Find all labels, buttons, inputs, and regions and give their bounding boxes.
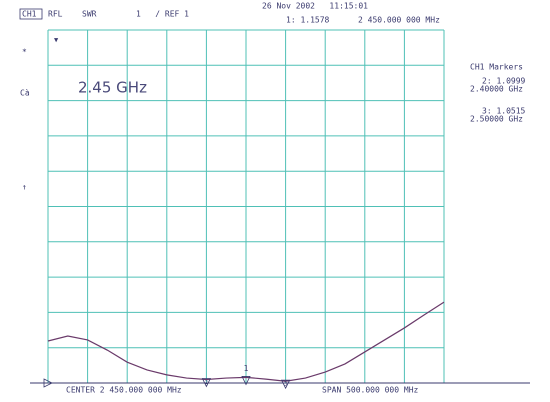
timestamp: 26 Nov 2002 11:15:01 <box>262 2 368 11</box>
channel-box <box>19 8 43 20</box>
span: SPAN 500.000 000 MHz <box>322 386 419 395</box>
active-marker: 1: 1.1578 <box>286 16 330 25</box>
marker-freq: 2.50000 GHz <box>470 115 523 124</box>
side-label: Cà <box>20 89 30 98</box>
active-marker-freq: 2 450.000 000 MHz <box>358 16 440 25</box>
marker <box>201 378 212 388</box>
ref-marker <box>43 378 53 388</box>
marker-label: 1 <box>244 364 249 373</box>
side-label: ↑ <box>22 183 27 192</box>
marker-label: 2 <box>205 380 208 386</box>
graticule <box>30 29 530 384</box>
marker-readout: 2: 1.0999 <box>482 77 526 86</box>
marker <box>280 379 291 390</box>
marker-label: 3 <box>284 382 287 388</box>
ref-glyph: ▼ <box>54 36 59 44</box>
marker-readout: 3: 1.0515 <box>482 107 526 116</box>
measurement: SWR <box>82 10 97 19</box>
scale: 1 / REF 1 <box>136 10 189 19</box>
side-label: * <box>22 48 27 57</box>
marker <box>241 376 251 386</box>
annotation: 2.45 GHz <box>78 79 147 97</box>
marker-panel-title: CH1 Markers <box>470 63 523 72</box>
channel: CH1 <box>22 10 37 19</box>
marker-freq: 2.40000 GHz <box>470 85 523 94</box>
center-freq: CENTER 2 450.000 000 MHz <box>66 386 182 395</box>
trace <box>47 301 445 382</box>
format: RFL <box>48 10 63 19</box>
